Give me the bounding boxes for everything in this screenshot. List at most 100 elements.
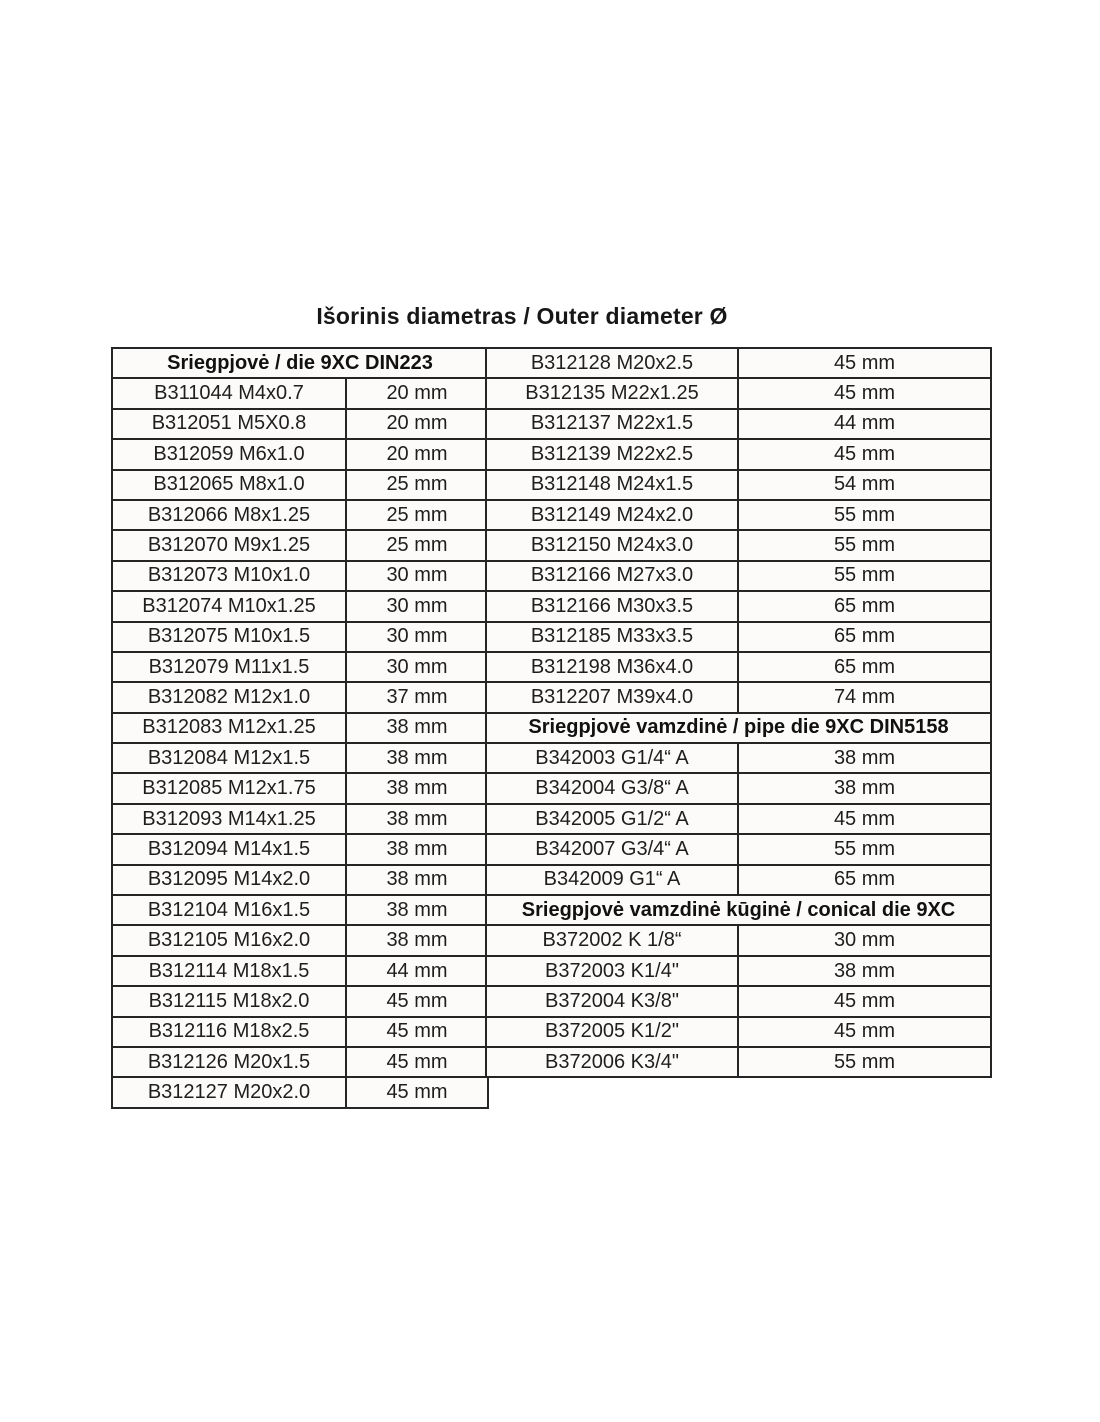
diameter-cell: 38 mm [737,954,992,988]
diameter-cell: 55 mm [737,1045,992,1079]
diameter-cell: 55 mm [737,559,992,593]
product-code-cell: B312070 M9x1.25 [111,529,347,562]
product-code-cell: B312166 M27x3.0 [485,559,739,593]
diameter-cell: 20 mm [345,377,489,410]
die-table-right-body: B312128 M20x2.5 45 mm B312135 M22x1.25 45 m… [485,346,992,1079]
diameter-cell: 37 mm [345,681,489,714]
diameter-cell: 44 mm [737,407,992,441]
table-row: B312093 M14x1.25 38 mm [111,802,489,836]
diameter-cell: 30 mm [737,924,992,957]
die-table-left-body: Sriegpjovė / die 9XC DIN223 B311044 M4x0.… [111,346,489,1109]
product-code-cell: B312149 M24x2.0 [485,498,739,532]
table-row: B372002 K 1/8“ 30 mm [485,924,992,957]
table-row: B312065 M8x1.0 25 mm [111,468,489,501]
product-code-cell: B312095 M14x2.0 [111,863,347,897]
diameter-cell: 38 mm [345,742,489,775]
diameter-cell: 38 mm [737,772,992,805]
product-code-cell: B372003 K1/4" [485,954,739,988]
diameter-cell: 38 mm [345,802,489,836]
product-code-cell: B312148 M24x1.5 [485,468,739,501]
diameter-cell: 44 mm [345,954,489,988]
table-row: Sriegpjovė vamzdinė kūginė / conical die… [485,894,992,927]
diameter-cell: 30 mm [345,559,489,593]
product-code-cell: B312114 M18x1.5 [111,954,347,988]
diameter-cell: 30 mm [345,620,489,653]
diameter-cell: 45 mm [345,1045,489,1079]
table-row: B312185 M33x3.5 65 mm [485,620,992,653]
diameter-cell: 74 mm [737,681,992,714]
table-row: B312198 M36x4.0 65 mm [485,650,992,684]
diameter-cell: 45 mm [345,1015,489,1048]
diameter-cell: 54 mm [737,468,992,501]
product-code-cell: B312150 M24x3.0 [485,529,739,562]
table-row: B312051 M5X0.8 20 mm [111,407,489,441]
diameter-cell: 45 mm [345,1076,489,1109]
product-code-cell: B312135 M22x1.25 [485,377,739,410]
diameter-cell: 45 mm [345,985,489,1018]
diameter-cell: 65 mm [737,650,992,684]
diameter-cell: 25 mm [345,498,489,532]
die-table-left: Sriegpjovė / die 9XC DIN223 B311044 M4x0.… [111,346,489,1109]
diameter-cell: 45 mm [737,438,992,471]
product-code-cell: B312084 M12x1.5 [111,742,347,775]
diameter-cell: 65 mm [737,590,992,623]
diameter-cell: 65 mm [737,620,992,653]
product-code-cell: B312094 M14x1.5 [111,833,347,866]
product-code-cell: B372005 K1/2" [485,1015,739,1048]
table-row: B312126 M20x1.5 45 mm [111,1045,489,1079]
table-row: B312115 M18x2.0 45 mm [111,985,489,1018]
diameter-cell: 45 mm [737,985,992,1018]
table-row: B312083 M12x1.25 38 mm [111,711,489,745]
table-row: B312128 M20x2.5 45 mm [485,346,992,380]
table-row: B312079 M11x1.5 30 mm [111,650,489,684]
die-table-right: B312128 M20x2.5 45 mm B312135 M22x1.25 45 m… [485,346,992,1079]
page-title: Išorinis diametras / Outer diameter Ø [316,303,728,329]
table-row: B312116 M18x2.5 45 mm [111,1015,489,1048]
product-code-cell: B342009 G1“ A [485,863,739,897]
table-row: Sriegpjovė vamzdinė / pipe die 9XC DIN51… [485,711,992,745]
section-header-cell: Sriegpjovė vamzdinė / pipe die 9XC DIN51… [485,711,992,745]
table-row: B372004 K3/8" 45 mm [485,985,992,1018]
table-row: B312066 M8x1.25 25 mm [111,498,489,532]
product-code-cell: B312083 M12x1.25 [111,711,347,745]
product-code-cell: B312065 M8x1.0 [111,468,347,501]
diameter-cell: 45 mm [737,377,992,410]
diameter-cell: 25 mm [345,468,489,501]
diameter-cell: 38 mm [345,772,489,805]
table-row: B342005 G1/2“ A 45 mm [485,802,992,836]
diameter-cell: 55 mm [737,529,992,562]
product-code-cell: B342003 G1/4“ A [485,742,739,775]
diameter-cell: 65 mm [737,863,992,897]
product-code-cell: B372004 K3/8" [485,985,739,1018]
product-code-cell: B312137 M22x1.5 [485,407,739,441]
product-code-cell: B312073 M10x1.0 [111,559,347,593]
table-row: B312094 M14x1.5 38 mm [111,833,489,866]
table-row: B372006 K3/4" 55 mm [485,1045,992,1079]
product-code-cell: B312185 M33x3.5 [485,620,739,653]
table-row: B312084 M12x1.5 38 mm [111,742,489,775]
table-row: B312070 M9x1.25 25 mm [111,529,489,562]
table-row: B342009 G1“ A 65 mm [485,863,992,897]
product-code-cell: B342004 G3/8“ A [485,772,739,805]
table-row: B312085 M12x1.75 38 mm [111,772,489,805]
product-code-cell: B312127 M20x2.0 [111,1076,347,1109]
table-row: B312114 M18x1.5 44 mm [111,954,489,988]
product-code-cell: B312105 M16x2.0 [111,924,347,957]
table-row: B312148 M24x1.5 54 mm [485,468,992,501]
product-code-cell: B312166 M30x3.5 [485,590,739,623]
table-row: B312139 M22x2.5 45 mm [485,438,992,471]
diameter-cell: 45 mm [737,802,992,836]
table-row: B312073 M10x1.0 30 mm [111,559,489,593]
diameter-cell: 38 mm [345,894,489,927]
table-row: B312075 M10x1.5 30 mm [111,620,489,653]
table-row: B312127 M20x2.0 45 mm [111,1076,489,1109]
diameter-cell: 55 mm [737,833,992,866]
table-row: B312104 M16x1.5 38 mm [111,894,489,927]
table-row: B312149 M24x2.0 55 mm [485,498,992,532]
table-row: B372003 K1/4" 38 mm [485,954,992,988]
section-header-cell: Sriegpjovė / die 9XC DIN223 [111,346,489,380]
table-row: B312135 M22x1.25 45 mm [485,377,992,410]
product-code-cell: B312128 M20x2.5 [485,346,739,380]
product-code-cell: B372006 K3/4" [485,1045,739,1079]
table-row: B311044 M4x0.7 20 mm [111,377,489,410]
